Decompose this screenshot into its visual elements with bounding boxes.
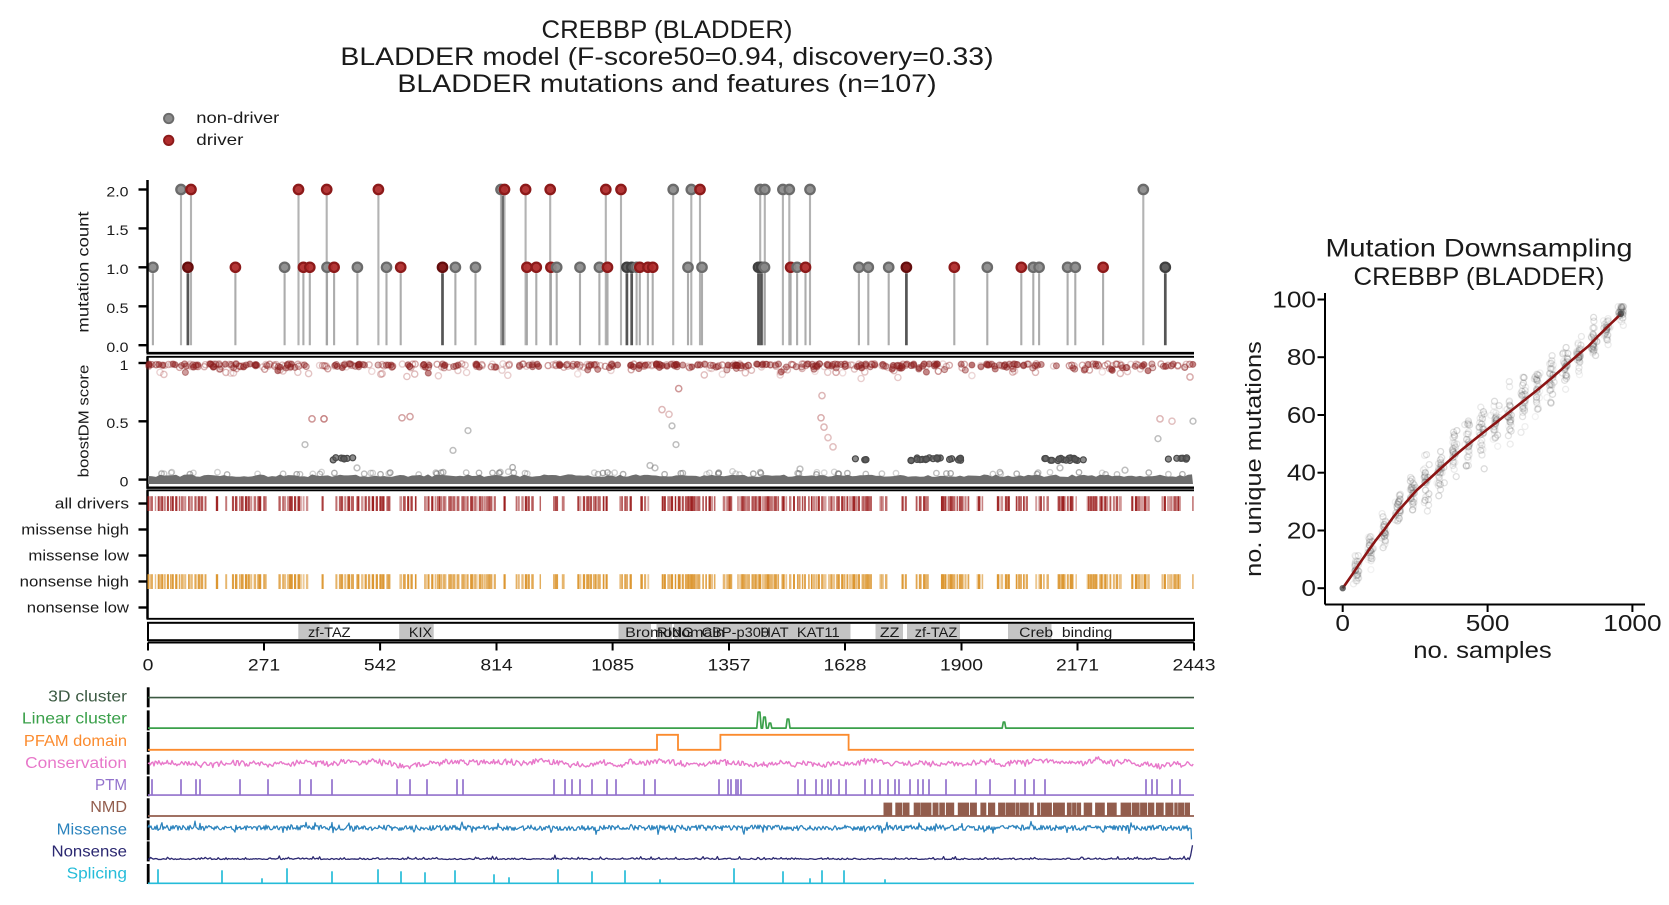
svg-text:2.0: 2.0 <box>106 183 128 199</box>
svg-text:0: 0 <box>143 655 154 674</box>
svg-text:BLADDER model (F-score50=0.94,: BLADDER model (F-score50=0.94, discovery… <box>340 43 993 71</box>
svg-text:1000: 1000 <box>1603 610 1661 636</box>
svg-text:no. unique mutations: no. unique mutations <box>1241 341 1266 577</box>
svg-text:nonsense high: nonsense high <box>20 574 129 591</box>
svg-text:Creb_binding: Creb_binding <box>1019 625 1112 641</box>
svg-text:2171: 2171 <box>1056 655 1099 674</box>
svg-text:1.5: 1.5 <box>106 222 128 238</box>
svg-text:0: 0 <box>1301 575 1316 601</box>
svg-text:1.0: 1.0 <box>106 261 128 277</box>
svg-text:missense high: missense high <box>21 522 129 539</box>
svg-text:missense low: missense low <box>28 548 129 565</box>
svg-text:nonsense low: nonsense low <box>27 600 129 617</box>
svg-text:Nonsense: Nonsense <box>52 844 128 861</box>
svg-text:CREBBP (BLADDER): CREBBP (BLADDER) <box>1354 263 1605 291</box>
svg-text:all drivers: all drivers <box>55 496 129 513</box>
svg-text:mutation count: mutation count <box>76 211 93 333</box>
svg-text:20: 20 <box>1287 518 1316 544</box>
svg-text:0.5: 0.5 <box>106 415 128 431</box>
svg-text:1085: 1085 <box>591 655 634 674</box>
svg-text:80: 80 <box>1287 344 1316 370</box>
svg-text:Splicing: Splicing <box>67 866 127 883</box>
svg-text:1357: 1357 <box>708 655 751 674</box>
svg-text:PTM: PTM <box>95 777 127 794</box>
svg-text:3D cluster: 3D cluster <box>48 689 127 706</box>
svg-text:60: 60 <box>1287 402 1316 428</box>
svg-text:HAT_KAT11: HAT_KAT11 <box>760 625 840 641</box>
svg-text:PFAM domain: PFAM domain <box>24 733 127 750</box>
svg-text:non-driver: non-driver <box>196 110 280 127</box>
svg-text:Mutation Downsampling: Mutation Downsampling <box>1326 235 1633 263</box>
svg-text:Conservation: Conservation <box>25 755 127 772</box>
svg-text:0: 0 <box>120 473 129 489</box>
svg-text:0.5: 0.5 <box>106 300 128 316</box>
svg-text:KIX: KIX <box>409 625 433 641</box>
svg-text:271: 271 <box>248 655 280 674</box>
svg-text:NMD: NMD <box>90 799 127 816</box>
svg-text:Missense: Missense <box>57 821 127 838</box>
svg-text:ZZ: ZZ <box>880 625 900 641</box>
svg-text:0: 0 <box>1335 610 1350 636</box>
svg-text:CREBBP (BLADDER): CREBBP (BLADDER) <box>542 16 793 44</box>
svg-text:1628: 1628 <box>824 655 867 674</box>
svg-text:BLADDER mutations and features: BLADDER mutations and features (n=107) <box>397 70 936 98</box>
svg-text:1900: 1900 <box>940 655 983 674</box>
svg-text:542: 542 <box>364 655 396 674</box>
svg-text:zf-TAZ: zf-TAZ <box>308 625 351 641</box>
svg-text:zf-TAZ: zf-TAZ <box>915 625 958 641</box>
svg-text:no. samples: no. samples <box>1413 637 1552 663</box>
svg-text:814: 814 <box>480 655 512 674</box>
svg-text:2443: 2443 <box>1173 655 1216 674</box>
svg-text:driver: driver <box>196 132 244 149</box>
svg-text:boostDM score: boostDM score <box>76 365 93 478</box>
svg-text:RING_CBP-p300: RING_CBP-p300 <box>657 625 769 641</box>
svg-text:Linear cluster: Linear cluster <box>22 711 127 728</box>
svg-text:500: 500 <box>1466 610 1510 636</box>
svg-text:1: 1 <box>120 357 129 373</box>
svg-text:100: 100 <box>1272 287 1316 313</box>
svg-text:0.0: 0.0 <box>106 339 128 355</box>
svg-text:Bromodomain: Bromodomain <box>625 625 725 641</box>
svg-text:40: 40 <box>1287 460 1316 486</box>
